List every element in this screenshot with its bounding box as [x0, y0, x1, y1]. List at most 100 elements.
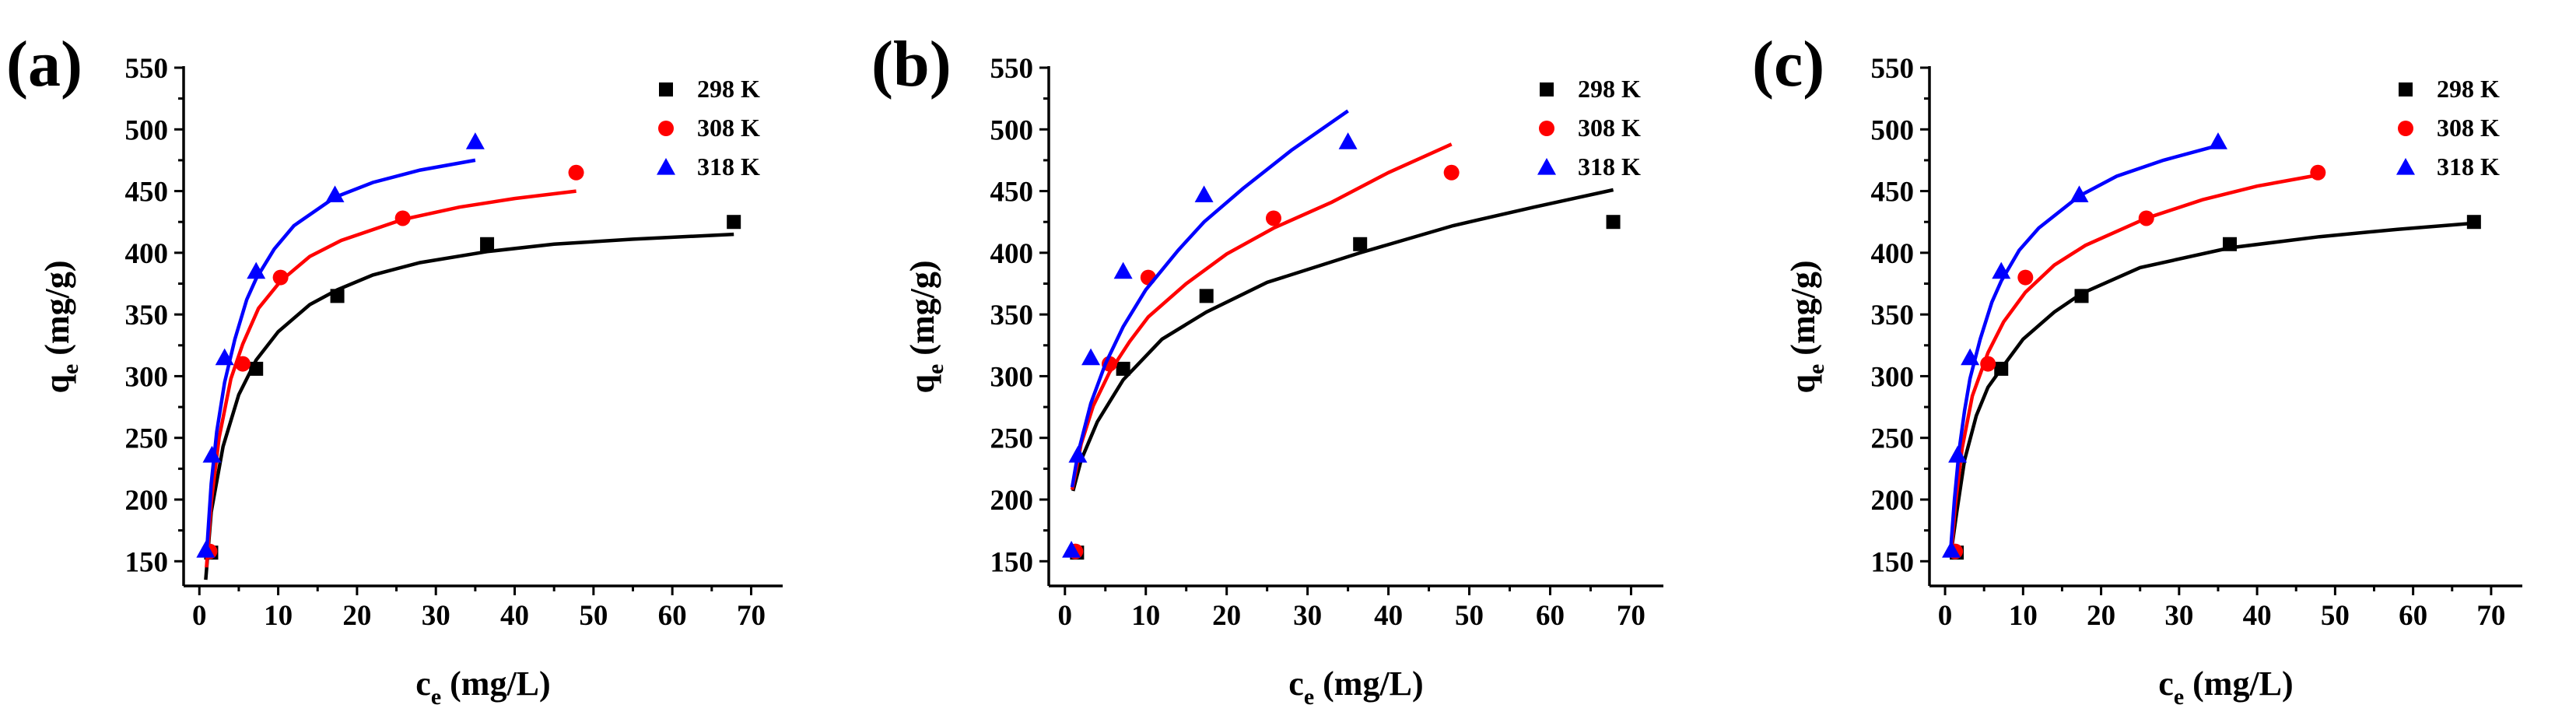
y-tick-label: 300 — [125, 361, 169, 393]
fit-curve-298k — [1071, 188, 1614, 492]
x-tick-label: 0 — [192, 600, 207, 632]
data-point-318k — [465, 132, 485, 149]
y-tick-label: 450 — [1871, 177, 1915, 209]
x-tick-label: 20 — [2087, 600, 2115, 632]
data-point-308k — [568, 164, 584, 181]
legend-label-308k: 308 K — [697, 114, 760, 142]
y-tick-label: 300 — [990, 361, 1034, 393]
fit-curve-298k — [204, 232, 734, 580]
x-tick-label: 70 — [2476, 600, 2505, 632]
data-point-308k — [234, 356, 251, 372]
y-axis-title: qe (mg/g) — [38, 261, 83, 394]
fit-curve-318k — [1070, 109, 1349, 488]
legend-marker-308k — [2398, 121, 2413, 136]
y-tick-label: 500 — [1871, 114, 1915, 146]
data-point-298k — [2466, 215, 2481, 230]
x-tick-label: 20 — [1212, 600, 1241, 632]
data-point-318k — [1992, 261, 2011, 279]
y-tick-label: 500 — [125, 114, 169, 146]
data-point-298k — [330, 289, 345, 303]
panel-label: (a) — [6, 28, 82, 100]
x-axis-title: ce (mg/L) — [415, 665, 550, 710]
data-point-318k — [1113, 261, 1133, 279]
x-tick-label: 50 — [579, 600, 608, 632]
x-tick-label: 50 — [1455, 600, 1484, 632]
data-point-318k — [2070, 185, 2089, 202]
chart-panel-b: (b) 150 200 250 300 350 400 450 500 550 0 10 20 30 40 5… — [871, 28, 1663, 710]
chart-panel-a: (a) 150 200 250 300 350 400 450 500 550 0 10 20 30 40 5… — [6, 28, 783, 710]
data-point-298k — [1353, 237, 1368, 251]
x-tick-label: 70 — [1617, 600, 1645, 632]
data-point-298k — [2223, 237, 2238, 251]
legend-label-318k: 318 K — [2437, 153, 2500, 181]
fit-curve-308k — [1949, 173, 2318, 552]
x-tick-label: 40 — [500, 600, 529, 632]
x-tick-label: 30 — [1293, 600, 1322, 632]
x-tick-label: 70 — [737, 600, 766, 632]
legend-label-318k: 318 K — [697, 153, 760, 181]
y-tick-label: 200 — [1871, 485, 1915, 517]
y-tick-label: 200 — [125, 485, 169, 517]
x-tick-label: 50 — [2321, 600, 2350, 632]
x-tick-label: 30 — [2164, 600, 2193, 632]
y-tick-label: 350 — [125, 300, 169, 331]
y-tick-label: 250 — [1871, 423, 1915, 455]
y-tick-label: 550 — [1871, 53, 1915, 85]
x-tick-label: 40 — [1374, 600, 1403, 632]
data-point-318k — [247, 261, 266, 279]
x-tick-label: 20 — [342, 600, 371, 632]
y-tick-label: 400 — [990, 238, 1034, 270]
legend-label-308k: 308 K — [1578, 114, 1641, 142]
x-tick-label: 0 — [1938, 600, 1953, 632]
y-tick-label: 500 — [990, 114, 1034, 146]
y-tick-label: 350 — [990, 300, 1034, 331]
y-tick-label: 550 — [990, 53, 1034, 85]
x-tick-label: 10 — [1131, 600, 1160, 632]
data-point-308k — [2017, 269, 2034, 286]
data-point-318k — [1942, 541, 1961, 558]
legend-marker-318k — [657, 158, 675, 175]
y-tick-label: 150 — [1871, 546, 1915, 578]
data-point-298k — [1606, 215, 1621, 230]
y-axis-title: qe (mg/g) — [1784, 261, 1829, 394]
fit-curve-308k — [1070, 142, 1453, 490]
legend-marker-308k — [658, 121, 674, 136]
legend-marker-308k — [1539, 121, 1554, 136]
y-tick-label: 350 — [1871, 300, 1915, 331]
y-tick-label: 250 — [125, 423, 169, 455]
x-tick-label: 40 — [2243, 600, 2272, 632]
data-point-318k — [1081, 348, 1101, 366]
data-point-308k — [394, 210, 411, 226]
legend-marker-318k — [1537, 158, 1556, 175]
chart-panel-c: (c) 150 200 250 300 350 400 450 500 550 0 10 20 30 40 5… — [1752, 28, 2522, 710]
data-point-318k — [1948, 445, 1968, 463]
data-point-308k — [2138, 210, 2154, 226]
y-tick-label: 200 — [990, 485, 1034, 517]
x-axis-title: ce (mg/L) — [2158, 665, 2293, 710]
data-point-298k — [1994, 361, 2009, 376]
data-point-298k — [480, 237, 495, 251]
legend-marker-298k — [659, 82, 673, 96]
panel-label: (b) — [871, 28, 952, 100]
x-tick-label: 0 — [1058, 600, 1073, 632]
data-point-298k — [1116, 361, 1130, 376]
y-tick-label: 250 — [990, 423, 1034, 455]
legend-marker-318k — [2396, 158, 2415, 175]
data-point-298k — [2074, 289, 2089, 303]
x-tick-label: 60 — [2399, 600, 2427, 632]
x-axis-title: ce (mg/L) — [1288, 665, 1423, 710]
data-point-308k — [1443, 164, 1460, 181]
data-point-318k — [1194, 185, 1214, 202]
fit-curve-318k — [1948, 143, 2219, 552]
x-tick-label: 10 — [2009, 600, 2038, 632]
data-point-318k — [202, 445, 222, 463]
legend-label-298k: 298 K — [1578, 75, 1641, 103]
data-point-318k — [325, 185, 345, 202]
data-point-318k — [215, 348, 234, 366]
data-point-318k — [1068, 445, 1088, 463]
y-tick-label: 400 — [1871, 238, 1915, 270]
x-tick-label: 10 — [264, 600, 293, 632]
data-point-318k — [1961, 348, 1980, 366]
y-tick-label: 450 — [125, 177, 169, 209]
